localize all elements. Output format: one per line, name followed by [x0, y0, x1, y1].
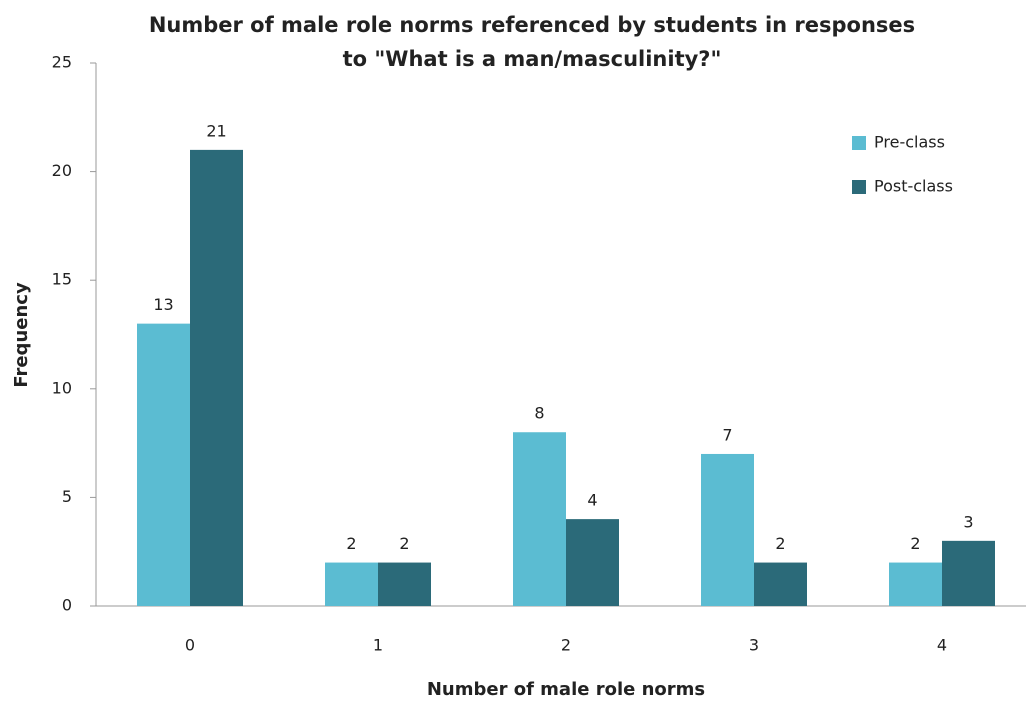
data-label: 3 [963, 512, 973, 531]
bar [378, 562, 431, 606]
x-tick-label: 4 [937, 636, 947, 655]
x-axis-title: Number of male role norms [427, 679, 705, 700]
x-tick-label: 0 [185, 636, 195, 655]
data-label: 2 [910, 534, 920, 553]
y-tick-label: 15 [52, 270, 72, 289]
x-tick-label: 2 [561, 636, 571, 655]
legend-swatch [852, 136, 866, 150]
data-label: 7 [722, 425, 732, 444]
x-tick-label: 3 [749, 636, 759, 655]
bar [513, 432, 566, 606]
bar [889, 562, 942, 606]
data-label: 8 [534, 404, 544, 423]
legend-swatch [852, 180, 866, 194]
chart-title: to "What is a man/masculinity?" [343, 47, 722, 71]
bar [942, 540, 995, 606]
bar [190, 149, 243, 606]
y-tick-label: 10 [52, 378, 72, 397]
y-tick-label: 20 [52, 161, 72, 180]
y-tick-label: 25 [52, 53, 72, 72]
bar [325, 562, 378, 606]
legend-label: Post-class [874, 177, 953, 196]
data-label: 2 [775, 534, 785, 553]
data-label: 13 [153, 295, 173, 314]
chart-title: Number of male role norms referenced by … [149, 13, 915, 37]
data-label: 21 [206, 121, 226, 140]
bar [566, 519, 619, 606]
legend-label: Pre-class [874, 133, 945, 152]
y-tick-label: 0 [62, 596, 72, 615]
data-label: 4 [587, 491, 597, 510]
data-label: 2 [346, 534, 356, 553]
bar [137, 323, 190, 606]
x-tick-label: 1 [373, 636, 383, 655]
bar [754, 562, 807, 606]
y-axis-title: Frequency [11, 282, 32, 388]
data-label: 2 [399, 534, 409, 553]
y-tick-label: 5 [62, 487, 72, 506]
bar [701, 453, 754, 606]
